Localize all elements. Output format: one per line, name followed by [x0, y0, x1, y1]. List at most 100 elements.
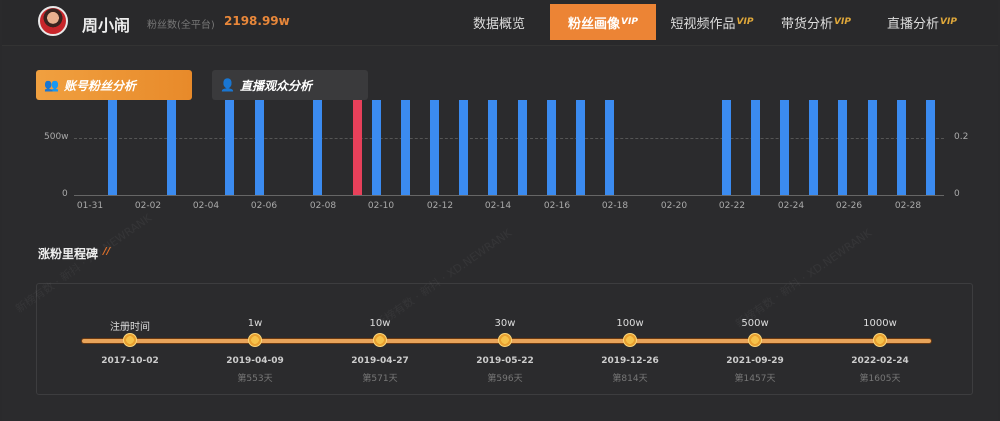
fans-value: 2198.99w	[224, 14, 290, 28]
tab-account-fans[interactable]: 👥 账号粉丝分析	[36, 70, 192, 100]
milestone-date: 2019-05-22	[476, 356, 534, 366]
vip-badge: VIP	[621, 17, 638, 27]
nav-fan-profile[interactable]: 粉丝画像 VIP	[550, 4, 656, 40]
tab-label: 直播观众分析	[239, 78, 312, 93]
avatar[interactable]	[38, 6, 68, 36]
milestone-date: 2019-04-27	[351, 356, 409, 366]
milestone-label: 1000w	[863, 318, 897, 329]
milestone-label: 10w	[369, 318, 391, 329]
nav-label: 数据概览	[472, 16, 525, 32]
gridline-500w	[74, 138, 944, 139]
chart-bar[interactable]	[459, 100, 468, 195]
y-label-0: 0	[62, 189, 68, 199]
x-tick-label: 02-16	[543, 201, 571, 211]
x-tick-label: 02-08	[309, 201, 337, 211]
x-tick-label: 02-28	[894, 201, 922, 211]
milestone-label: 500w	[741, 318, 769, 329]
milestone-coin-icon[interactable]	[873, 333, 887, 347]
vip-badge: VIP	[736, 17, 754, 27]
x-tick-label: 02-22	[718, 201, 746, 211]
chart-bar[interactable]	[518, 100, 527, 195]
milestone-coin-icon[interactable]	[498, 333, 512, 347]
chart-bar[interactable]	[868, 100, 877, 195]
chart-bar[interactable]	[313, 100, 322, 195]
milestone-coin-icon[interactable]	[748, 333, 762, 347]
fans-icon: 👥	[44, 78, 59, 92]
milestone-label: 注册时间	[110, 322, 150, 333]
tab-live-audience[interactable]: 👤 直播观众分析	[212, 70, 368, 100]
header: 周小闹 粉丝数(全平台) 2198.99w 数据概览 粉丝画像 VIP 短视频作品…	[2, 0, 998, 46]
milestone-deco-icon: //	[103, 246, 111, 257]
fans-bar-chart: 500w 0 0.2 0 01-31 02-02 02-04 02-06 02-…	[2, 95, 998, 215]
x-tick-label: 02-12	[426, 201, 454, 211]
milestone-coin-icon[interactable]	[123, 333, 137, 347]
audience-icon: 👤	[220, 78, 235, 92]
chart-bar[interactable]	[401, 100, 410, 195]
vip-badge: VIP	[834, 17, 851, 27]
milestone-label: 100w	[616, 318, 644, 329]
nav-short-video[interactable]: 短视频作品 VIP	[660, 4, 764, 40]
nav-sales-analysis[interactable]: 带货分析 VIP	[770, 4, 862, 40]
chart-bar[interactable]	[255, 100, 264, 195]
chart-bar-highlight[interactable]	[353, 100, 362, 195]
x-tick-label: 02-26	[835, 201, 863, 211]
milestone-day: 第814天	[612, 374, 648, 384]
nav-label: 粉丝画像	[568, 16, 621, 32]
chart-bar[interactable]	[167, 100, 176, 195]
x-tick-label: 02-20	[660, 201, 688, 211]
milestone-label: 1w	[247, 318, 263, 329]
milestone-date: 2019-04-09	[226, 356, 284, 366]
chart-bar[interactable]	[488, 100, 497, 195]
fans-label: 粉丝数(全平台)	[147, 20, 215, 31]
milestone-label: 30w	[494, 318, 516, 329]
chart-bar[interactable]	[547, 100, 556, 195]
chart-bar[interactable]	[108, 100, 117, 195]
chart-bar[interactable]	[372, 100, 381, 195]
milestone-day: 第571天	[362, 374, 398, 384]
x-tick-label: 02-02	[134, 201, 162, 211]
y2-label-0.2: 0.2	[954, 132, 969, 142]
x-tick-label: 01-31	[76, 201, 104, 211]
milestone-coin-icon[interactable]	[623, 333, 637, 347]
milestone-coin-icon[interactable]	[248, 333, 262, 347]
y2-label-0: 0	[954, 189, 960, 199]
chart-bar[interactable]	[225, 100, 234, 195]
milestone-day: 第1457天	[734, 374, 776, 384]
chart-bar[interactable]	[780, 100, 789, 195]
chart-bar[interactable]	[576, 100, 585, 195]
milestone-title: 涨粉里程碑	[38, 247, 99, 261]
milestone-panel	[36, 283, 973, 395]
milestone-day: 第553天	[237, 374, 273, 384]
tab-label: 账号粉丝分析	[63, 78, 136, 93]
milestone-date: 2021-09-29	[726, 356, 784, 366]
milestone-date: 2022-02-24	[851, 356, 909, 366]
x-axis	[74, 195, 944, 196]
x-tick-label: 02-14	[484, 201, 512, 211]
chart-bar[interactable]	[926, 100, 935, 195]
x-tick-label: 02-24	[777, 201, 805, 211]
x-tick-label: 02-10	[367, 201, 395, 211]
nav-label: 短视频作品	[670, 16, 736, 32]
chart-bar[interactable]	[605, 100, 614, 195]
nav-label: 带货分析	[781, 16, 834, 32]
milestone-coin-icon[interactable]	[373, 333, 387, 347]
x-tick-label: 02-04	[192, 201, 220, 211]
user-name: 周小闹	[82, 16, 131, 35]
chart-bar[interactable]	[809, 100, 818, 195]
milestone-day: 第1605天	[859, 374, 901, 384]
nav-label: 直播分析	[887, 16, 940, 32]
y-label-500w: 500w	[44, 132, 69, 142]
chart-bar[interactable]	[897, 100, 906, 195]
milestone-day: 第596天	[487, 374, 523, 384]
chart-bar[interactable]	[751, 100, 760, 195]
nav-live-analysis[interactable]: 直播分析 VIP	[874, 4, 970, 40]
x-tick-label: 02-18	[601, 201, 629, 211]
chart-bar[interactable]	[722, 100, 731, 195]
milestone-date: 2019-12-26	[601, 356, 659, 366]
chart-bar[interactable]	[430, 100, 439, 195]
milestone-date: 2017-10-02	[101, 356, 159, 366]
chart-bar[interactable]	[838, 100, 847, 195]
x-tick-label: 02-06	[250, 201, 278, 211]
nav-data-overview[interactable]: 数据概览	[458, 4, 540, 40]
